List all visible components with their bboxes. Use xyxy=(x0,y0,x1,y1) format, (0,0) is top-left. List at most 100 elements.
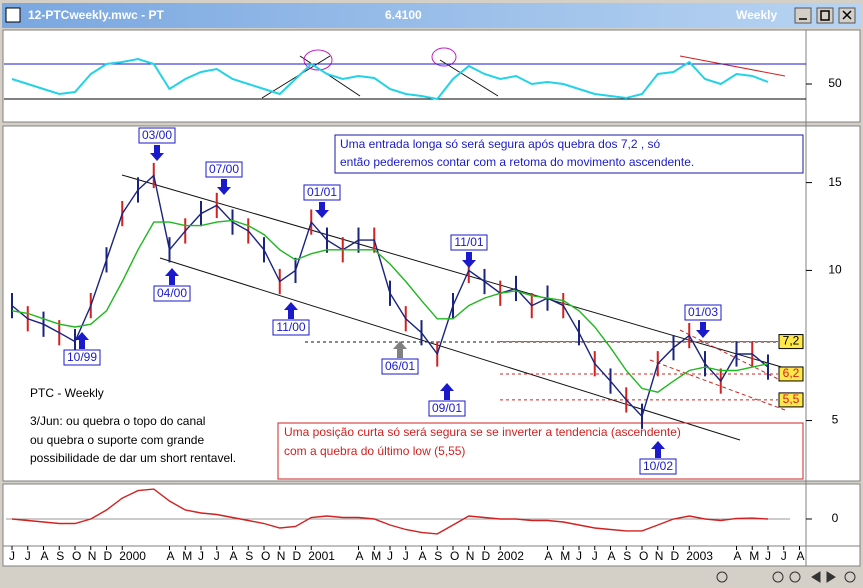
long-note-box: Uma entrada longa só será segura após qu… xyxy=(334,134,804,174)
long-note: então pederemos contar com a retoma do m… xyxy=(340,155,694,169)
x-tick-label: N xyxy=(655,549,664,563)
y-tick-label: 15 xyxy=(828,175,842,189)
x-tick-label: J xyxy=(765,549,771,563)
short-note-box: Uma posição curta só será segura se se i… xyxy=(277,422,804,480)
marker-arrow xyxy=(696,322,710,338)
marker-arrow xyxy=(462,252,476,268)
x-tick-label: J xyxy=(592,549,598,563)
status-bar xyxy=(3,568,860,586)
marker-arrow xyxy=(315,202,329,218)
marker-arrow xyxy=(651,441,665,458)
marker-box xyxy=(205,161,243,178)
short-note: Uma posição curta só será segura se se i… xyxy=(284,425,681,439)
y-tick-label: 0 xyxy=(832,511,839,525)
note-frame xyxy=(277,422,804,480)
marker-label: 01/01 xyxy=(307,185,337,199)
marker-box xyxy=(153,285,191,302)
note-line: possibilidade de dar um short rentavel. xyxy=(30,451,236,465)
x-tick-label: 2003 xyxy=(686,549,713,563)
marker-box xyxy=(381,358,419,375)
note-frame xyxy=(334,134,804,174)
x-tick-label: J xyxy=(25,549,31,563)
marker-box xyxy=(684,304,722,321)
button-glyphs xyxy=(799,10,852,21)
y-tick-label: 5 xyxy=(832,413,839,427)
marker-label: 11/00 xyxy=(276,320,305,334)
x-tick-label: O xyxy=(639,549,648,563)
x-tick-label: 2000 xyxy=(119,549,146,563)
x-tick-label: O xyxy=(450,549,459,563)
x-tick-label: J xyxy=(214,549,220,563)
x-tick-label: A xyxy=(230,549,238,563)
marker-arrow xyxy=(393,341,407,358)
marker-label: 07/00 xyxy=(209,162,239,176)
y-tick-label: 10 xyxy=(828,263,842,277)
marker-label: 11/01 xyxy=(454,235,483,249)
chart-title: PTC - Weekly xyxy=(30,386,104,400)
window-icon[interactable] xyxy=(5,7,21,23)
x-tick-label: J xyxy=(576,549,582,563)
marker-box xyxy=(272,319,310,336)
x-tick-label: A xyxy=(608,549,616,563)
marker-box xyxy=(428,400,466,417)
x-tick-label: M xyxy=(749,549,759,563)
marker-label: 01/03 xyxy=(688,305,718,319)
x-tick-label: D xyxy=(671,549,680,563)
price-panel xyxy=(2,125,861,482)
time-axis xyxy=(2,545,861,567)
level-label: 5,5 xyxy=(783,392,800,406)
x-tick-label: N xyxy=(466,549,475,563)
marker-box xyxy=(303,184,341,201)
x-tick-label: D xyxy=(293,549,302,563)
marker-arrow xyxy=(165,268,179,285)
long-note: Uma entrada longa só será segura após qu… xyxy=(340,137,661,151)
marker-arrow xyxy=(440,383,454,400)
marker-label: 10/99 xyxy=(67,350,97,364)
y-tick-label: 50 xyxy=(828,76,842,90)
note-line: ou quebra o suporte com grande xyxy=(30,433,204,447)
x-tick-label: A xyxy=(797,549,805,563)
x-tick-label: A xyxy=(356,549,364,563)
series-line xyxy=(11,488,769,535)
toolbar-icons[interactable] xyxy=(716,571,856,583)
x-tick-label: S xyxy=(434,549,442,563)
marker-arrow xyxy=(75,332,89,349)
x-tick-label: O xyxy=(261,549,270,563)
x-tick-label: J xyxy=(198,549,204,563)
marker-box xyxy=(138,127,176,144)
x-tick-label: M xyxy=(560,549,570,563)
title-bar xyxy=(2,3,861,28)
marker-box xyxy=(639,458,677,475)
x-tick-label: 2002 xyxy=(497,549,524,563)
marker-label: 10/02 xyxy=(643,459,673,473)
marker-box xyxy=(450,234,488,251)
marker-box xyxy=(63,349,101,366)
x-tick-label: A xyxy=(545,549,553,563)
x-tick-label: N xyxy=(88,549,97,563)
x-tick-label: S xyxy=(623,549,631,563)
x-tick-label: N xyxy=(277,549,286,563)
level-box xyxy=(778,392,804,408)
x-tick-label: A xyxy=(734,549,742,563)
x-tick-label: A xyxy=(419,549,427,563)
minimize-button[interactable] xyxy=(794,7,812,24)
x-tick-label: D xyxy=(482,549,491,563)
x-tick-label: J xyxy=(387,549,393,563)
oscillator-panel xyxy=(2,29,861,123)
period: Weekly xyxy=(736,8,777,22)
x-tick-label: M xyxy=(182,549,192,563)
x-tick-label: S xyxy=(56,549,64,563)
window-title: 12-PTCweekly.mwc - PT xyxy=(28,8,164,22)
x-tick-label: 2001 xyxy=(308,549,335,563)
x-tick-label: J xyxy=(403,549,409,563)
x-tick-label: A xyxy=(41,549,49,563)
marker-arrow xyxy=(217,179,231,195)
note-line: 3/Jun: ou quebra o topo do canal xyxy=(30,414,205,428)
level-label: 6,2 xyxy=(783,366,800,380)
level-box xyxy=(778,366,804,382)
marker-arrow xyxy=(284,302,298,319)
x-tick-label: J xyxy=(781,549,787,563)
level-box xyxy=(778,334,804,350)
x-tick-label: D xyxy=(104,549,113,563)
